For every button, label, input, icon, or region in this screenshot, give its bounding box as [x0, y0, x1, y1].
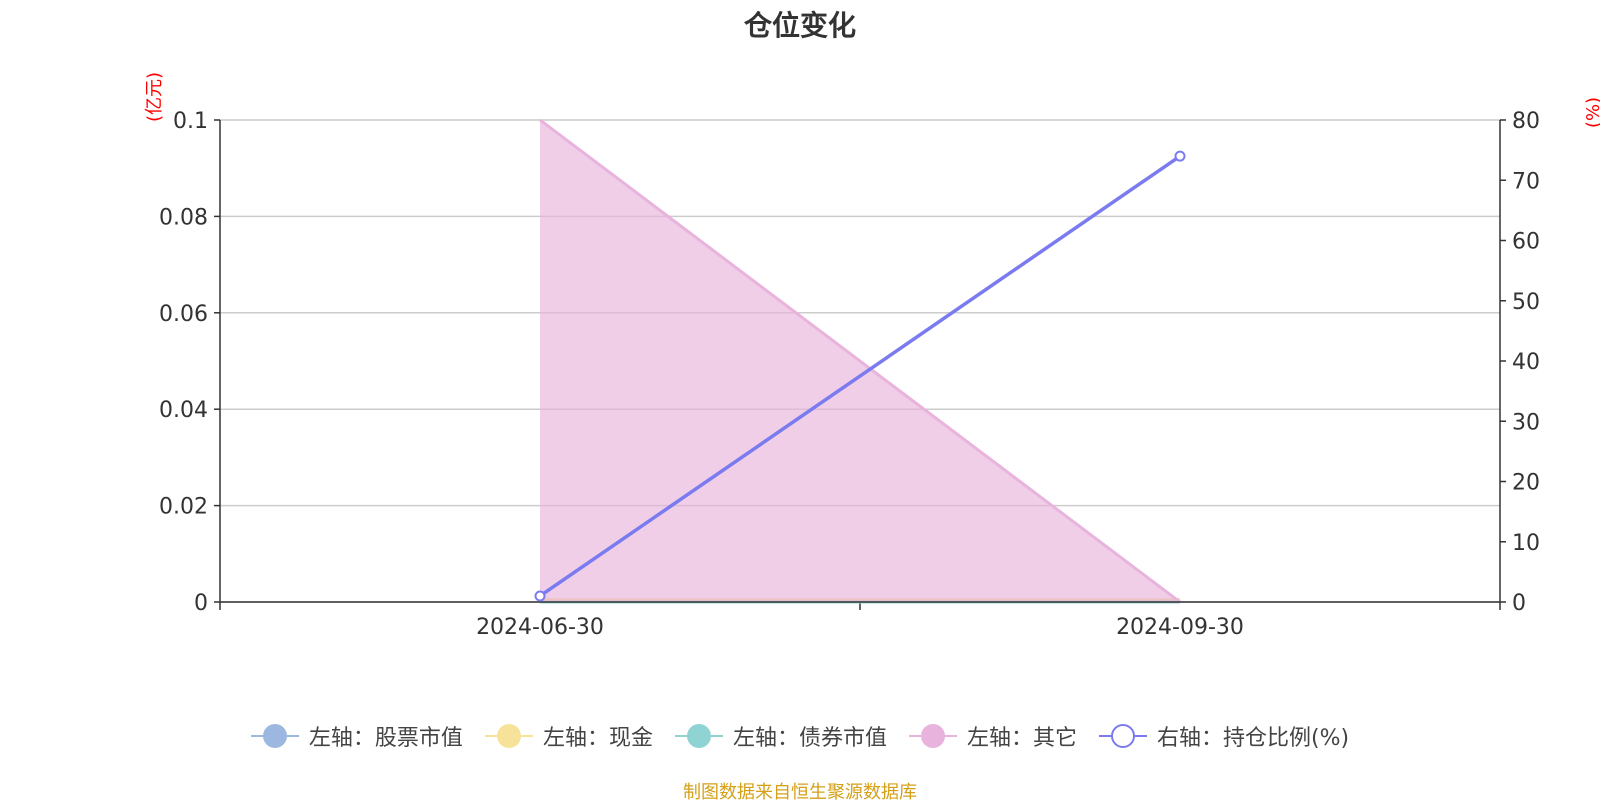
legend: 左轴：股票市值 左轴：现金 左轴：债券市值 左轴：其它 右轴：持仓比例(%)	[0, 720, 1600, 752]
left-tick-label: 0.04	[159, 398, 208, 423]
legend-item-ratio[interactable]: 右轴：持仓比例(%)	[1098, 720, 1350, 752]
legend-label-other: 左轴：其它	[966, 726, 1077, 751]
left-tick-label: 0	[194, 591, 208, 616]
legend-marker-other-icon	[908, 724, 957, 748]
legend-item-other[interactable]: 左轴：其它	[908, 720, 1077, 752]
right-tick-label: 50	[1512, 290, 1540, 315]
left-axis-unit: (亿元)	[144, 71, 165, 122]
left-tick-label: 0.02	[159, 495, 208, 520]
legend-label-ratio: 右轴：持仓比例(%)	[1156, 726, 1350, 751]
left-tick-label: 0.1	[173, 109, 208, 134]
legend-item-bond[interactable]: 左轴：债券市值	[674, 720, 887, 752]
right-tick-label: 40	[1512, 350, 1540, 375]
chart-canvas: 0 0.02 0.04 0.06 0.08 0.1 0 10 20 30 40 50 60 70 80 202…	[159, 109, 1540, 640]
legend-marker-stock-icon	[250, 724, 299, 748]
legend-item-stock[interactable]: 左轴：股票市值	[250, 720, 463, 752]
area-line-series-3	[539, 118, 1181, 604]
legend-item-cash[interactable]: 左轴：现金	[484, 720, 653, 752]
ratio-line	[539, 154, 1181, 598]
right-axis-unit: (%)	[1583, 96, 1600, 129]
right-tick-label: 70	[1512, 169, 1540, 194]
legend-label-bond: 左轴：债券市值	[732, 726, 887, 751]
chart-title: 仓位变化	[743, 9, 856, 42]
legend-marker-bond-icon	[674, 724, 723, 748]
legend-label-stock: 左轴：股票市值	[308, 726, 463, 751]
legend-marker-cash-icon	[484, 724, 533, 748]
right-tick-label: 60	[1512, 230, 1540, 255]
right-tick-label: 10	[1512, 531, 1540, 556]
x-tick-label: 2024-09-30	[1116, 615, 1244, 640]
right-tick-label: 30	[1512, 410, 1540, 435]
legend-marker-ratio-icon	[1098, 724, 1147, 748]
left-tick-label: 0.06	[159, 302, 208, 327]
data-source: 制图数据来自恒生聚源数据库	[683, 782, 917, 803]
ratio-point	[1174, 150, 1186, 162]
x-tick-label: 2024-06-30	[476, 615, 604, 640]
right-tick-label: 0	[1512, 591, 1526, 616]
legend-label-cash: 左轴：现金	[542, 726, 653, 751]
right-tick-label: 20	[1512, 471, 1540, 496]
left-tick-label: 0.08	[159, 205, 208, 230]
ratio-point	[534, 590, 546, 602]
right-tick-label: 80	[1512, 109, 1540, 134]
